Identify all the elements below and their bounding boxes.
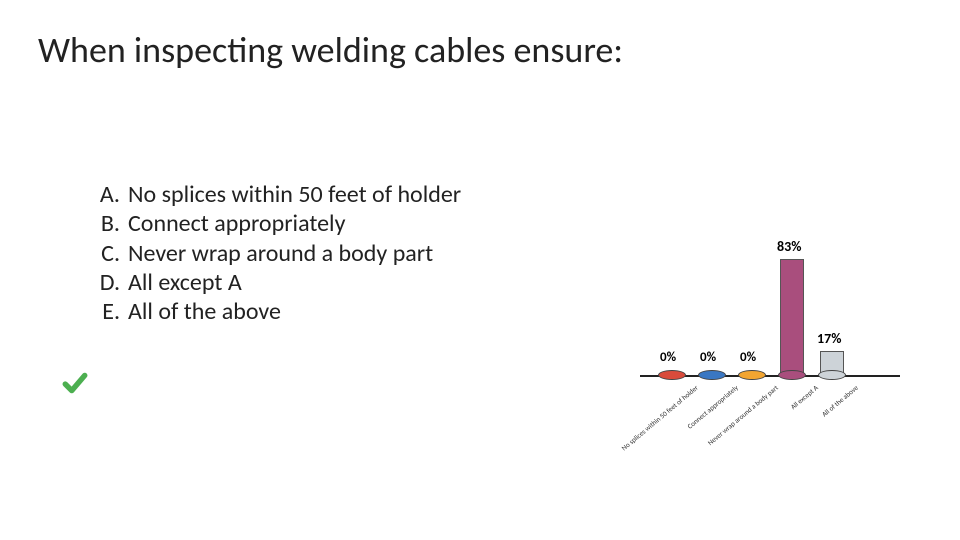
option-letter: A. — [90, 180, 128, 209]
option-text: Connect appropriately — [128, 209, 470, 238]
chart-x-label: Connect appropriately — [657, 383, 739, 454]
chart-bar-label: 17% — [817, 330, 841, 347]
option-letter: D. — [90, 268, 128, 297]
option-e: E. All of the above — [90, 297, 470, 326]
answer-options-list: A. No splices within 50 feet of holder B… — [90, 180, 470, 326]
chart-base-disc — [778, 370, 806, 380]
option-letter: C. — [90, 239, 128, 268]
chart-base-disc — [738, 370, 766, 380]
option-text: Never wrap around a body part — [128, 239, 470, 268]
question-title: When inspecting welding cables ensure: — [38, 28, 623, 72]
checkmark-icon — [62, 370, 88, 396]
chart-bar — [780, 259, 804, 375]
chart-bar-label: 83% — [777, 238, 801, 255]
option-c: C. Never wrap around a body part — [90, 239, 470, 268]
option-letter: E. — [90, 297, 128, 326]
option-a: A. No splices within 50 feet of holder — [90, 180, 470, 209]
chart-bar-label: 0% — [740, 350, 756, 365]
option-text: All of the above — [128, 297, 470, 326]
chart-x-label: All except A — [737, 383, 819, 454]
chart-bar-label: 0% — [660, 350, 676, 365]
chart-bar-label: 0% — [700, 350, 716, 365]
chart-base-disc — [698, 370, 726, 380]
option-letter: B. — [90, 209, 128, 238]
option-d: D. All except A — [90, 268, 470, 297]
chart-x-label: Never wrap around a body part — [697, 383, 779, 454]
chart-base-disc — [818, 370, 846, 380]
chart-base-disc — [658, 370, 686, 380]
option-text: All except A — [128, 268, 470, 297]
results-bar-chart: 0%No splices within 50 feet of holder0%C… — [640, 225, 920, 485]
chart-plot-area: 0%No splices within 50 feet of holder0%C… — [640, 225, 900, 377]
chart-x-label: All of the above — [777, 383, 859, 454]
option-b: B. Connect appropriately — [90, 209, 470, 238]
option-text: No splices within 50 feet of holder — [128, 180, 470, 209]
chart-x-label: No splices within 50 feet of holder — [617, 383, 699, 454]
